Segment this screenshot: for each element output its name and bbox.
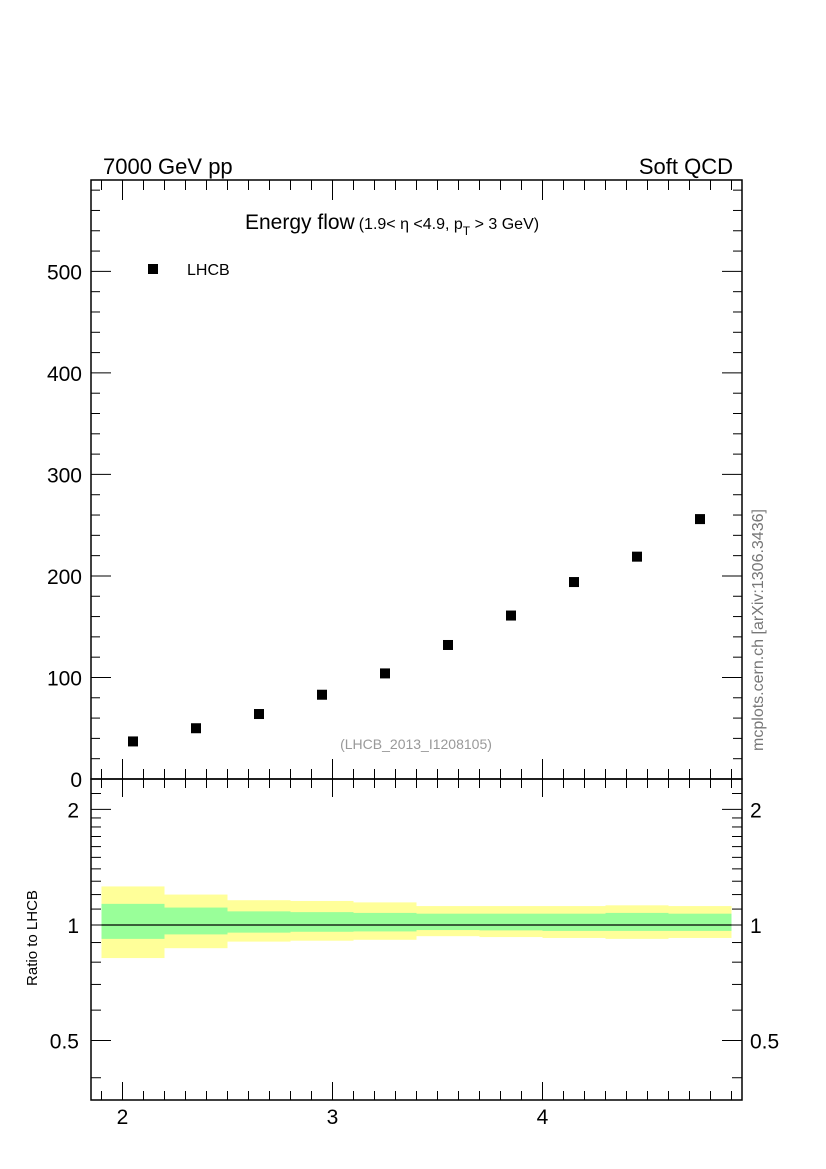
x-tick-label: 3 — [327, 1106, 339, 1129]
y-tick-label: 500 — [47, 261, 82, 284]
ratio-band-bin — [668, 913, 732, 931]
data-point-lhcb — [443, 639, 453, 650]
chart-title: Energy flow (1.9< η <4.9, pT > 3 GeV) — [245, 211, 539, 238]
y-tick-label: 0 — [70, 769, 82, 792]
ratio-tick-label-right: 0.5 — [750, 1031, 779, 1054]
ratio-tick-label-left: 0.5 — [50, 1031, 79, 1054]
ratio-frame — [90, 778, 743, 1101]
ratio-band-bin — [542, 913, 606, 931]
data-point-lhcb — [695, 514, 705, 525]
data-point-lhcb — [632, 551, 642, 562]
data-point-lhcb — [506, 610, 516, 621]
ratio-tick-label-left: 2 — [67, 799, 79, 822]
ratio-band-bin — [164, 907, 228, 935]
ratio-band-bin — [605, 912, 669, 931]
data-point-lhcb — [254, 709, 264, 720]
analysis-label: (LHCB_2013_I1208105) — [340, 736, 492, 752]
y-tick-label: 300 — [47, 464, 82, 487]
x-tick-label: 2 — [117, 1106, 129, 1129]
header-left: 7000 GeV pp — [103, 154, 233, 179]
header-right: Soft QCD — [639, 154, 733, 179]
y-tick-label: 100 — [47, 667, 82, 690]
ratio-panel: 0.5 0.5 1 1 2 2 2 3 4 — [50, 778, 779, 1129]
ratio-band-bin — [227, 911, 291, 933]
ratio-band-bin — [416, 913, 480, 931]
ratio-band-bin — [479, 913, 543, 931]
data-point-lhcb — [380, 668, 390, 679]
y-tick-label: 400 — [47, 363, 82, 386]
ratio-band-bin — [353, 912, 417, 932]
y-tick-label: 200 — [47, 566, 82, 589]
ratio-tick-label-right: 1 — [750, 915, 762, 938]
upper-panel: 0 100 200 300 400 500 — [47, 179, 743, 792]
ratio-tick-label-left: 1 — [67, 915, 79, 938]
ratio-tick-label-right: 2 — [750, 799, 762, 822]
ratio-band-bin — [290, 912, 354, 932]
legend-marker-lhcb — [148, 264, 158, 274]
data-point-lhcb — [191, 723, 201, 734]
data-point-lhcb — [569, 577, 579, 588]
watermark: mcplots.cern.ch [arXiv:1306.3436] — [750, 509, 767, 751]
x-tick-label: 4 — [537, 1106, 549, 1129]
ratio-band-bin — [101, 903, 165, 939]
data-point-lhcb — [128, 736, 138, 747]
legend-label-lhcb: LHCB — [187, 262, 230, 279]
ratio-y-label: Ratio to LHCB — [24, 890, 41, 986]
data-point-lhcb — [317, 689, 327, 700]
